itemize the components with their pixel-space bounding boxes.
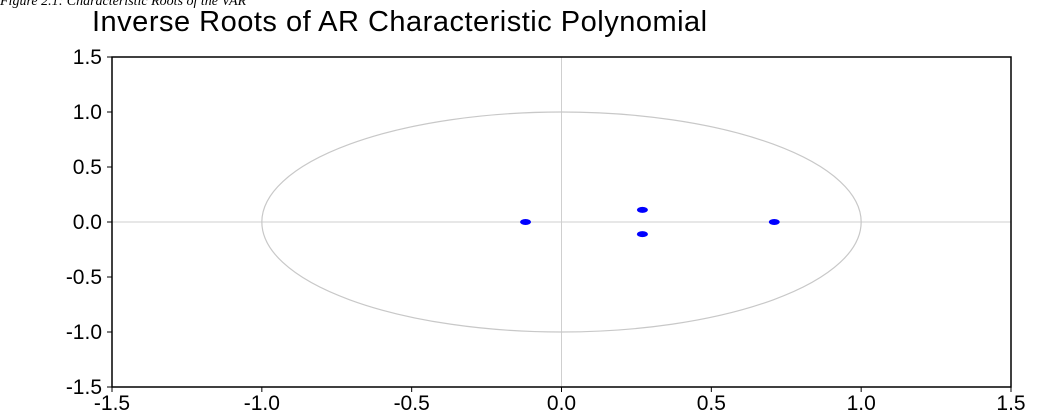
root-point [636, 231, 648, 238]
y-tick-label: -1.0 [66, 321, 102, 344]
figure-caption: Figure 2.1: Characteristic Roots of the … [0, 0, 247, 9]
chart-title: Inverse Roots of AR Characteristic Polyn… [92, 6, 708, 38]
root-point [520, 219, 532, 225]
y-tick-label: -1.5 [66, 376, 102, 399]
y-tick-label: 0.0 [73, 211, 102, 234]
root-point [768, 219, 780, 225]
y-tick-label: 0.5 [73, 156, 102, 179]
root-point [636, 206, 648, 213]
x-tick-label: 0.0 [547, 392, 576, 413]
x-tick-label: -0.5 [394, 392, 430, 413]
x-tick-label: -1.5 [94, 392, 130, 413]
y-tick-label: 1.5 [73, 46, 102, 69]
x-tick-label: 1.0 [847, 392, 876, 413]
unit-circle [261, 111, 862, 333]
x-tick-label: 1.5 [996, 392, 1025, 413]
x-tick-label: 0.5 [697, 392, 726, 413]
y-tick-label: -0.5 [66, 266, 102, 289]
x-tick-label: -1.0 [244, 392, 280, 413]
y-tick-label: 1.0 [73, 101, 102, 124]
